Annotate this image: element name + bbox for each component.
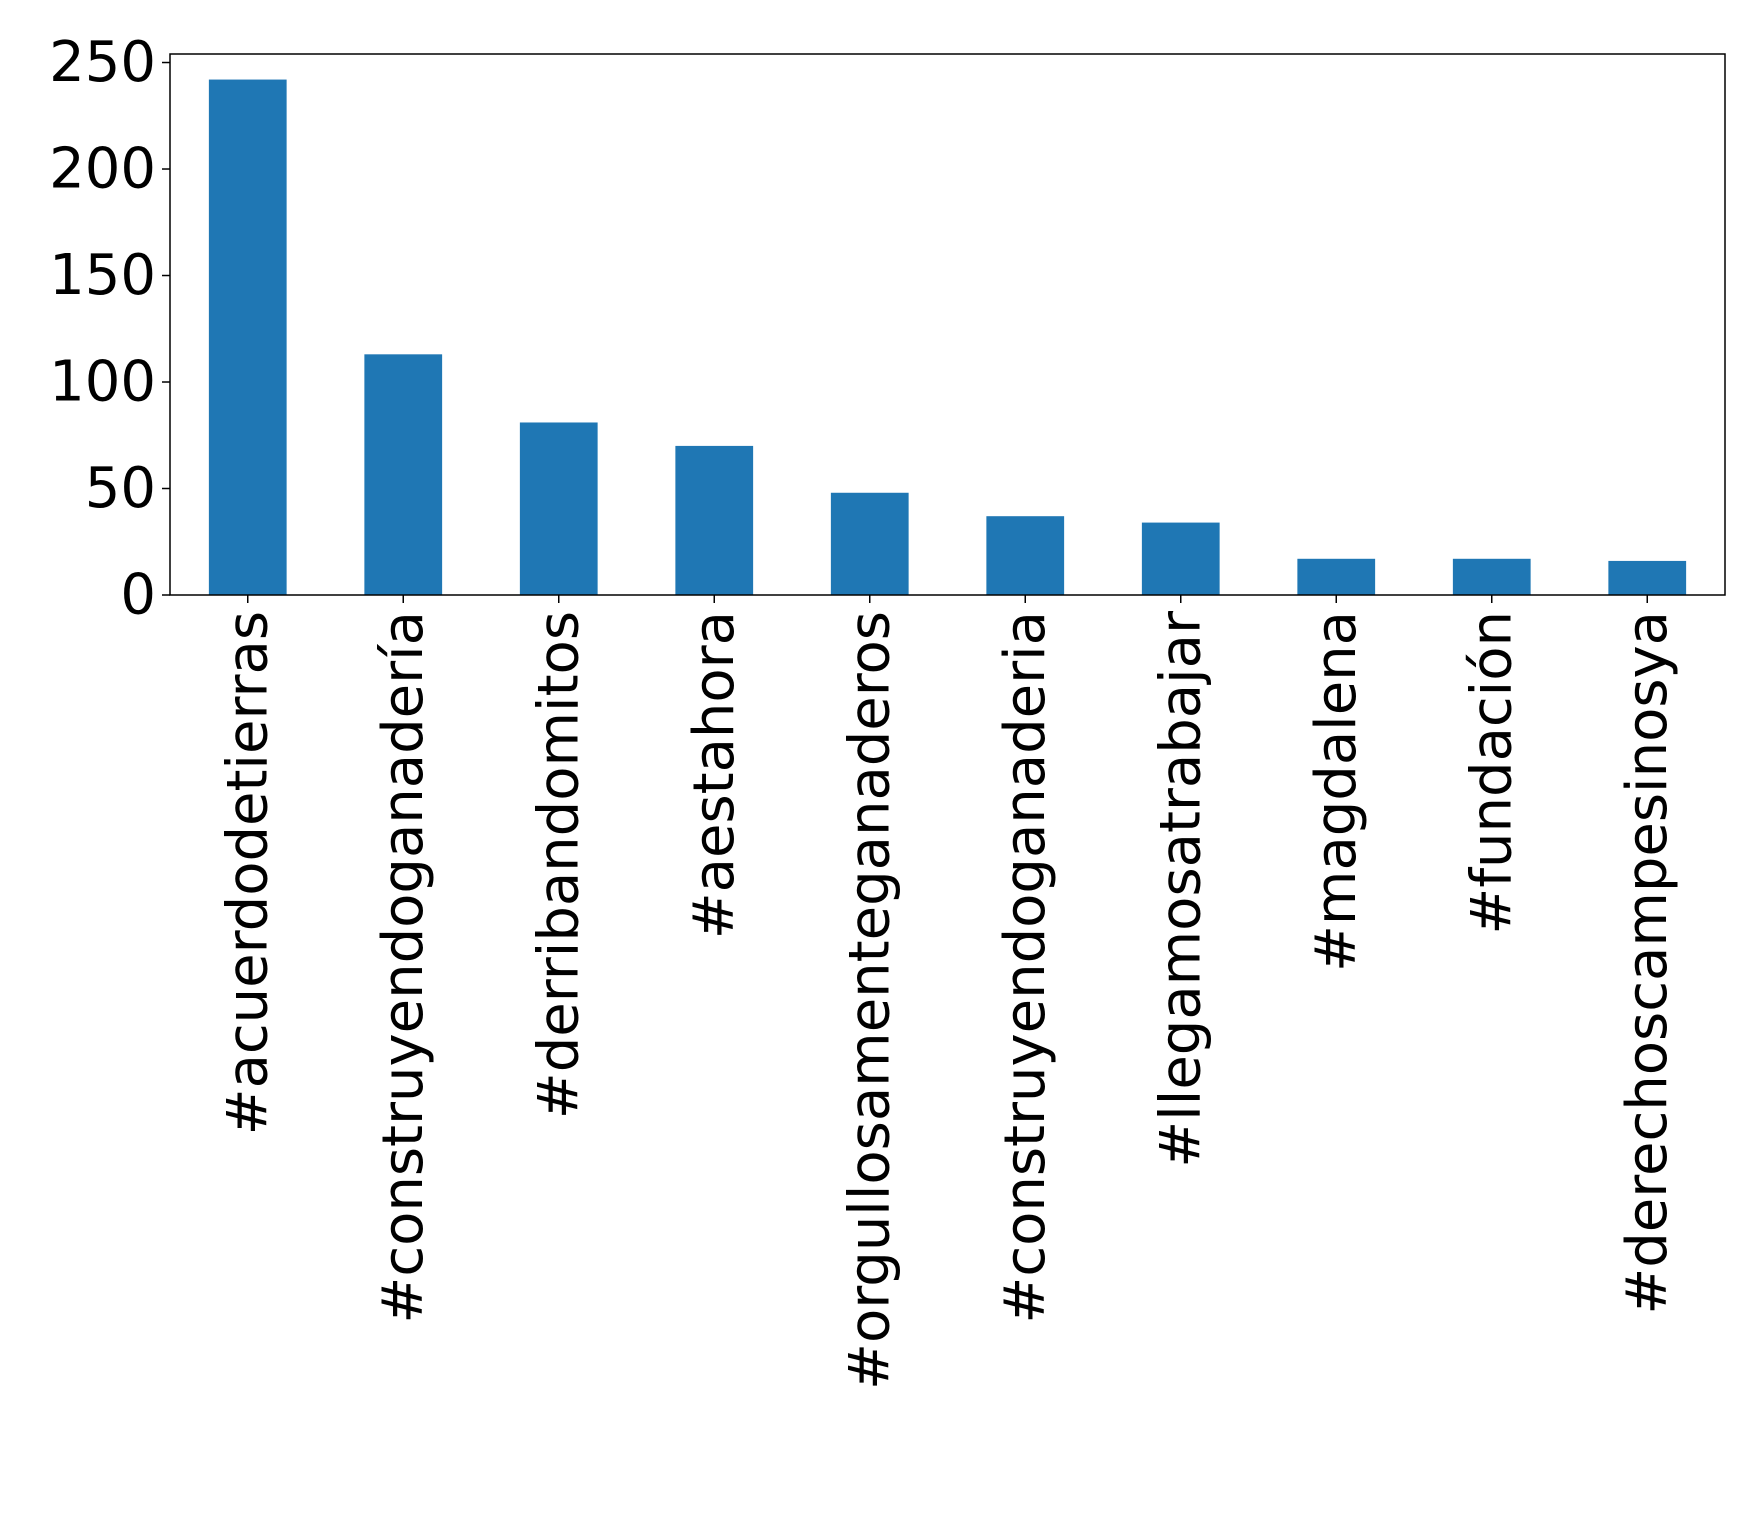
x-tick-label: #llegamosatrabajar [1148, 610, 1213, 1168]
bar-6 [986, 516, 1065, 595]
x-tick-label: #derechoscampesinosya [1615, 611, 1680, 1315]
bars-layer [208, 79, 1687, 595]
x-tick-label: #orgullosamenteganaderos [837, 611, 902, 1390]
bar-2 [364, 354, 443, 595]
x-tick-label: #derribandomitos [526, 611, 591, 1119]
bar-9 [1452, 558, 1531, 595]
y-tick-label: 250 [49, 30, 156, 95]
x-tick-label: #aestahora [682, 611, 747, 939]
bar-5 [830, 492, 909, 595]
bar-8 [1297, 558, 1376, 595]
plot-frame [169, 53, 1726, 596]
x-tick-label: #magdalena [1304, 611, 1369, 972]
x-tick-label: #acuerdodetierras [215, 611, 280, 1135]
bar-1 [208, 79, 287, 595]
bar-10 [1608, 560, 1687, 595]
x-tick-label: #fundación [1459, 611, 1524, 935]
bar-4 [675, 445, 754, 595]
y-tick-label: 150 [49, 243, 156, 308]
x-tick-label: #construyendoganaderia [993, 611, 1058, 1324]
x-axis-ticks: #acuerdodetierras #construyendoganadería #… [215, 595, 1680, 1390]
y-tick-label: 50 [85, 456, 156, 521]
y-tick-label: 200 [49, 137, 156, 202]
x-tick-label: #construyendoganadería [371, 611, 436, 1324]
bar-3 [519, 422, 598, 595]
bar-7 [1141, 522, 1220, 595]
y-axis-ticks: 0 50 100 150 200 250 [49, 30, 170, 628]
y-tick-label: 100 [49, 350, 156, 415]
y-tick-label: 0 [120, 563, 156, 628]
